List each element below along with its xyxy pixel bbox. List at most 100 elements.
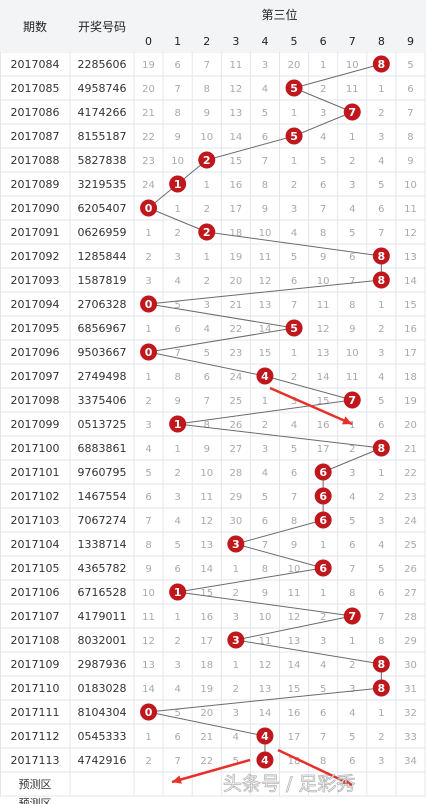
miss-count: 7 xyxy=(145,516,151,527)
miss-count: 15 xyxy=(317,396,330,407)
period-cell: 2017106 xyxy=(11,586,60,599)
miss-count: 11 xyxy=(317,300,330,311)
miss-count: 5 xyxy=(349,516,355,527)
miss-count: 28 xyxy=(229,468,242,479)
miss-count: 9 xyxy=(204,108,210,119)
hit-ball xyxy=(140,199,158,217)
hit-ball xyxy=(169,583,187,601)
hit-ball-label: 3 xyxy=(232,634,240,647)
digit-header-4: 4 xyxy=(261,35,268,48)
period-cell: 2017107 xyxy=(11,610,60,623)
draw-number-cell: 6883861 xyxy=(78,442,127,455)
miss-count: 10 xyxy=(317,276,330,287)
miss-count: 1 xyxy=(291,348,297,359)
hit-ball-label: 0 xyxy=(145,706,153,719)
hit-ball-label: 4 xyxy=(261,754,269,767)
hit-ball xyxy=(198,223,216,241)
hit-ball-label: 0 xyxy=(145,298,153,311)
miss-count: 4 xyxy=(233,732,239,743)
hit-ball-label: 4 xyxy=(261,370,269,383)
miss-count: 24 xyxy=(404,516,417,527)
miss-count: 5 xyxy=(262,108,268,119)
period-cell: 2017100 xyxy=(11,442,60,455)
annotation-arrow-right-head xyxy=(342,416,352,425)
miss-count: 5 xyxy=(233,756,239,767)
hit-ball-label: 4 xyxy=(261,730,269,743)
period-cell: 2017096 xyxy=(11,346,60,359)
hit-ball xyxy=(372,679,390,697)
hit-ball xyxy=(256,751,274,769)
miss-count: 1 xyxy=(145,732,151,743)
miss-count: 25 xyxy=(404,540,417,551)
miss-count: 5 xyxy=(320,684,326,695)
hit-ball-label: 6 xyxy=(319,490,327,503)
annotation-arrow-lower-right-head xyxy=(342,777,352,786)
miss-count: 5 xyxy=(378,564,384,575)
miss-count: 10 xyxy=(346,60,359,71)
hit-ball xyxy=(372,439,390,457)
miss-count: 11 xyxy=(229,60,242,71)
miss-count: 12 xyxy=(229,84,242,95)
hit-ball xyxy=(227,535,245,553)
miss-count: 1 xyxy=(378,300,384,311)
miss-count: 21 xyxy=(142,108,155,119)
miss-count: 2 xyxy=(320,84,326,95)
miss-count: 20 xyxy=(200,708,213,719)
miss-count: 32 xyxy=(404,708,417,719)
miss-count: 12 xyxy=(259,276,272,287)
miss-count: 6 xyxy=(174,732,180,743)
miss-count: 10 xyxy=(259,228,272,239)
miss-count: 3 xyxy=(174,492,180,503)
miss-count: 1 xyxy=(378,84,384,95)
miss-count: 14 xyxy=(259,708,272,719)
miss-count: 6 xyxy=(145,492,151,503)
miss-count: 12 xyxy=(404,228,417,239)
miss-count: 13 xyxy=(288,636,301,647)
trend-line-segment xyxy=(177,399,353,425)
miss-count: 5 xyxy=(378,396,384,407)
miss-count: 7 xyxy=(174,348,180,359)
miss-count: 3 xyxy=(204,300,210,311)
digit-header-9: 9 xyxy=(407,35,414,48)
draw-number-cell: 8155187 xyxy=(78,130,127,143)
miss-count: 19 xyxy=(142,60,155,71)
miss-count: 21 xyxy=(200,732,213,743)
hit-ball-label: 8 xyxy=(378,442,386,455)
miss-count: 2 xyxy=(204,204,210,215)
miss-count: 15 xyxy=(288,684,301,695)
miss-count: 29 xyxy=(229,492,242,503)
hit-ball xyxy=(256,727,274,745)
miss-count: 2 xyxy=(233,684,239,695)
miss-count: 7 xyxy=(204,396,210,407)
digit-header-1: 1 xyxy=(174,35,181,48)
miss-count: 10 xyxy=(171,156,184,167)
miss-count: 6 xyxy=(320,708,326,719)
trend-line-segment xyxy=(148,303,295,329)
draw-number-cell: 2706328 xyxy=(78,298,127,311)
period-cell: 2017113 xyxy=(11,754,60,767)
trend-line-segment xyxy=(264,375,353,401)
miss-count: 5 xyxy=(174,540,180,551)
miss-count: 17 xyxy=(317,444,330,455)
hit-ball xyxy=(372,55,390,73)
draw-number-cell: 4742916 xyxy=(78,754,127,767)
period-cell: 2017103 xyxy=(11,514,60,527)
hit-ball-label: 2 xyxy=(203,226,211,239)
miss-count: 12 xyxy=(200,516,213,527)
forecast-label-cut: 预测区 xyxy=(19,797,52,804)
miss-count: 14 xyxy=(404,276,417,287)
miss-count: 3 xyxy=(378,756,384,767)
miss-count: 4 xyxy=(320,660,326,671)
miss-count: 3 xyxy=(262,444,268,455)
miss-count: 13 xyxy=(317,348,330,359)
miss-count: 22 xyxy=(200,756,213,767)
hit-ball-label: 1 xyxy=(174,586,182,599)
miss-count: 1 xyxy=(174,612,180,623)
miss-count: 6 xyxy=(349,540,355,551)
miss-count: 14 xyxy=(259,324,272,335)
miss-count: 1 xyxy=(291,156,297,167)
miss-count: 14 xyxy=(200,564,213,575)
draw-number-cell: 6856967 xyxy=(78,322,127,335)
hit-ball-label: 8 xyxy=(378,658,386,671)
miss-count: 27 xyxy=(229,444,242,455)
